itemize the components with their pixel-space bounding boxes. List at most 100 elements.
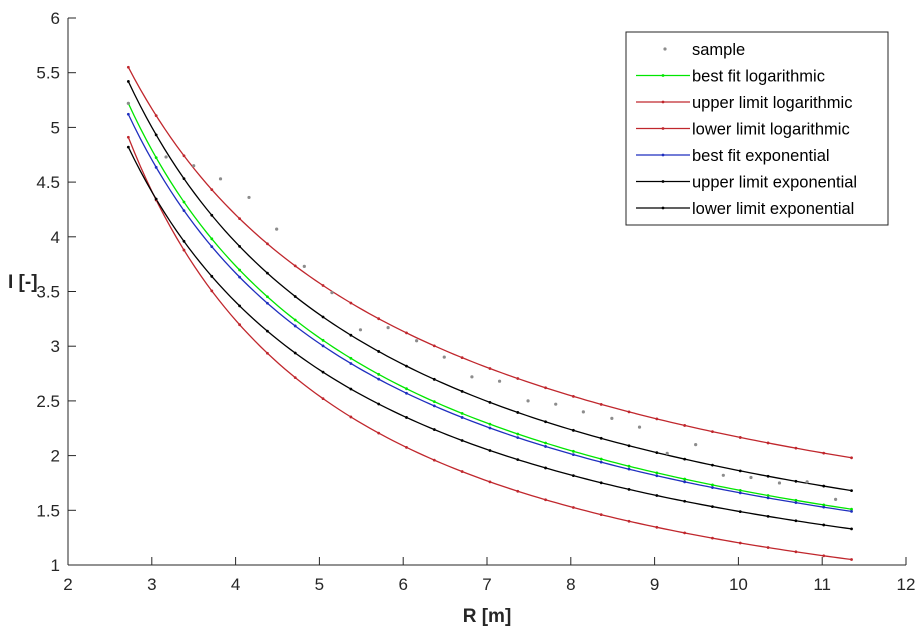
series-marker-best-fit-logarithmic xyxy=(432,400,436,404)
series-marker-upper-limit-logarithmic xyxy=(683,424,687,427)
sample-point xyxy=(665,451,669,456)
series-marker-best-fit-exponential xyxy=(599,460,603,464)
series-marker-best-fit-logarithmic xyxy=(182,200,186,204)
series-marker-best-fit-logarithmic xyxy=(488,422,492,426)
series-marker-lower-limit-exponential xyxy=(683,499,687,503)
x-ticks: 2 3 4 5 6 7 8 9 10 11 12 xyxy=(63,557,915,594)
series-marker-upper-limit-logarithmic xyxy=(266,242,269,246)
series-marker-upper-limit-logarithmic xyxy=(377,317,381,321)
series-marker-upper-limit-logarithmic xyxy=(738,436,742,439)
y-tick-label-4: 4 xyxy=(51,228,60,247)
series-marker-lower-limit-exponential xyxy=(850,527,853,531)
series-marker-lower-limit-logarithmic xyxy=(238,323,242,327)
series-marker-lower-limit-logarithmic xyxy=(182,248,186,252)
series-marker-upper-limit-exponential xyxy=(850,489,853,493)
series-marker-upper-limit-exponential xyxy=(126,80,130,83)
series-marker-lower-limit-logarithmic xyxy=(321,397,325,401)
series-marker-upper-limit-logarithmic xyxy=(154,114,158,118)
series-marker-upper-limit-logarithmic xyxy=(460,356,464,360)
sample-point xyxy=(526,399,530,403)
series-marker-upper-limit-exponential xyxy=(711,463,714,467)
sample-point xyxy=(218,177,223,181)
series-marker-lower-limit-logarithmic xyxy=(210,289,214,293)
series-marker-best-fit-exponential xyxy=(126,112,130,116)
series-marker-best-fit-logarithmic xyxy=(655,471,659,475)
series-marker-lower-limit-exponential xyxy=(488,449,492,452)
series-marker-upper-limit-exponential xyxy=(516,411,520,414)
series-marker-lower-limit-logarithmic xyxy=(488,480,492,484)
y-tick-label-1: 1 xyxy=(51,556,60,575)
series-marker-upper-limit-exponential xyxy=(822,484,826,488)
series-marker-best-fit-logarithmic xyxy=(349,356,353,360)
legend-swatch-marker-upper-limit-exponential xyxy=(661,180,665,183)
series-marker-lower-limit-exponential xyxy=(711,505,714,509)
series-marker-best-fit-exponential xyxy=(488,426,492,430)
series-marker-lower-limit-exponential xyxy=(738,510,742,514)
series-marker-best-fit-exponential xyxy=(154,165,158,169)
series-marker-lower-limit-logarithmic xyxy=(460,470,464,473)
series-marker-upper-limit-logarithmic xyxy=(794,446,798,450)
x-tick-label-9: 9 xyxy=(650,575,659,594)
series-marker-lower-limit-exponential xyxy=(377,402,381,406)
sample-point xyxy=(834,497,838,501)
series-marker-lower-limit-logarithmic xyxy=(711,536,714,540)
series-marker-upper-limit-logarithmic xyxy=(405,331,408,335)
series-marker-upper-limit-exponential xyxy=(154,133,158,137)
series-marker-upper-limit-exponential xyxy=(794,479,798,483)
legend-label-upper-limit-exponential: upper limit exponential xyxy=(692,174,857,192)
series-marker-upper-limit-logarithmic xyxy=(822,451,826,455)
series-marker-lower-limit-exponential xyxy=(794,519,798,523)
x-tick-label-5: 5 xyxy=(315,575,324,594)
series-marker-lower-limit-logarithmic xyxy=(627,519,631,523)
series-marker-upper-limit-exponential xyxy=(599,436,603,440)
series-marker-upper-limit-exponential xyxy=(238,244,242,248)
series-marker-best-fit-logarithmic xyxy=(154,156,158,160)
series-marker-upper-limit-logarithmic xyxy=(349,301,353,305)
legend-label-sample: sample xyxy=(692,41,745,59)
x-tick-label-3: 3 xyxy=(147,575,156,594)
series-marker-best-fit-exponential xyxy=(321,344,325,348)
series-marker-best-fit-exponential xyxy=(182,209,186,212)
series-marker-upper-limit-logarithmic xyxy=(321,284,325,287)
series-marker-best-fit-exponential xyxy=(210,245,214,249)
series-marker-lower-limit-exponential xyxy=(349,387,353,391)
series-marker-upper-limit-logarithmic xyxy=(238,217,242,221)
series-marker-best-fit-logarithmic xyxy=(850,507,853,511)
series-marker-best-fit-exponential xyxy=(571,453,575,456)
series-marker-lower-limit-logarithmic xyxy=(516,489,520,493)
series-marker-best-fit-exponential xyxy=(794,501,798,505)
x-tick-label-7: 7 xyxy=(482,575,491,594)
y-tick-label-3: 3 xyxy=(51,337,60,356)
series-marker-lower-limit-logarithmic xyxy=(571,506,575,509)
series-marker-lower-limit-exponential xyxy=(516,458,520,461)
legend-swatch-marker-upper-limit-logarithmic xyxy=(661,100,665,104)
series-marker-best-fit-exponential xyxy=(850,509,853,513)
series-marker-lower-limit-exponential xyxy=(627,487,631,491)
series-marker-lower-limit-exponential xyxy=(460,439,464,442)
y-axis-title: I [-] xyxy=(8,272,38,293)
series-marker-best-fit-logarithmic xyxy=(460,412,464,415)
series-marker-lower-limit-exponential xyxy=(599,481,603,485)
series-marker-lower-limit-exponential xyxy=(210,274,214,278)
series-marker-best-fit-exponential xyxy=(266,301,269,305)
series-marker-best-fit-logarithmic xyxy=(794,498,798,502)
series-marker-upper-limit-logarithmic xyxy=(126,65,130,69)
legend-label-lower-limit-logarithmic: lower limit logarithmic xyxy=(692,121,850,139)
series-marker-best-fit-exponential xyxy=(349,362,353,365)
series-marker-upper-limit-logarithmic xyxy=(655,417,659,421)
series-marker-best-fit-exponential xyxy=(822,505,826,509)
series-marker-best-fit-logarithmic xyxy=(544,441,547,445)
series-marker-lower-limit-logarithmic xyxy=(822,554,826,558)
series-marker-lower-limit-exponential xyxy=(266,329,269,333)
sample-point xyxy=(610,416,614,420)
series-marker-best-fit-exponential xyxy=(432,404,436,408)
x-tick-label-8: 8 xyxy=(566,575,575,594)
x-tick-label-10: 10 xyxy=(729,575,748,594)
series-marker-upper-limit-exponential xyxy=(488,400,492,404)
markers-layer xyxy=(126,65,853,561)
series-marker-lower-limit-logarithmic xyxy=(405,445,408,449)
legend-swatch-marker-lower-limit-exponential xyxy=(661,206,665,210)
sample-point xyxy=(164,155,168,159)
series-marker-best-fit-logarithmic xyxy=(683,477,687,481)
series-marker-upper-limit-logarithmic xyxy=(293,264,297,268)
